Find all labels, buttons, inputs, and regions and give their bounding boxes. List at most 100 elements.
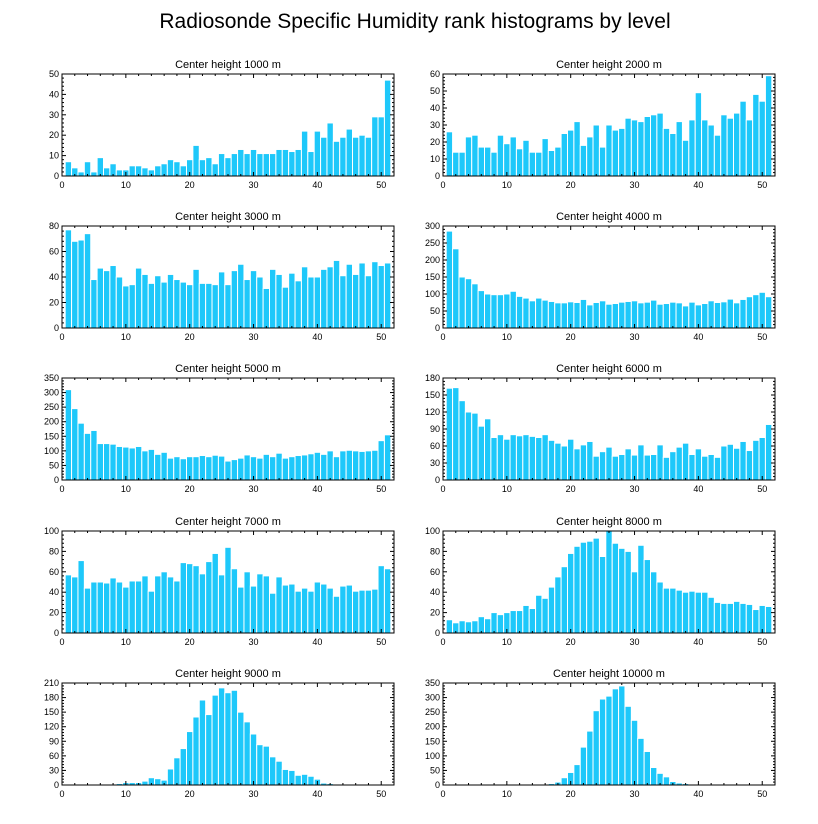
histogram-bar [352, 273, 360, 329]
y-tick-label: 200 [425, 255, 440, 265]
histogram-bar [71, 576, 79, 634]
histogram-bar [269, 456, 277, 481]
y-tick-label: 50 [430, 765, 440, 775]
histogram-bar [269, 592, 277, 634]
y-tick-label: 300 [425, 221, 440, 231]
histogram-bar [77, 560, 85, 634]
histogram-bar [332, 595, 341, 634]
y-tick-label: 150 [425, 272, 440, 282]
histogram-bar [484, 618, 492, 634]
histogram-panel: Center height 8000 m 0 20 40 60 80 100 0 10 20 30 4… [425, 516, 776, 647]
histogram-bar [186, 284, 194, 329]
histogram-bar [688, 590, 696, 634]
histogram-bar [560, 445, 568, 481]
histogram-bar [147, 448, 156, 481]
histogram-bar [345, 449, 354, 481]
histogram-bar [377, 265, 385, 329]
histogram-bar [477, 425, 486, 481]
y-tick-label: 40 [49, 587, 59, 597]
x-tick-label: 10 [121, 332, 131, 342]
histogram-bar [90, 279, 98, 329]
y-tick-label: 250 [425, 238, 440, 248]
histogram-bar [618, 301, 626, 329]
y-tick-label: 0 [54, 323, 59, 333]
histogram-bar [739, 100, 747, 177]
histogram-bar [173, 456, 181, 481]
histogram-bar [103, 443, 111, 481]
histogram-bar [83, 432, 92, 481]
histogram-bar [134, 445, 143, 481]
histogram-bar [554, 302, 562, 329]
y-tick-label: 150 [44, 431, 59, 441]
histogram-bar [458, 400, 466, 481]
histogram-bar [192, 565, 200, 634]
histogram-bar [262, 575, 271, 634]
histogram-bar [358, 589, 366, 634]
x-tick-label: 20 [566, 180, 576, 190]
x-tick-label: 50 [376, 637, 386, 647]
histogram-bar [688, 119, 696, 177]
histogram-bar [605, 695, 613, 786]
histogram-bar [656, 581, 664, 634]
histogram-bar [547, 586, 556, 634]
x-tick-label: 10 [121, 789, 131, 799]
histogram-bar [464, 136, 473, 177]
histogram-bar [592, 710, 600, 786]
histogram-bar [198, 159, 207, 177]
y-tick-label: 60 [49, 567, 59, 577]
histogram-bar [675, 589, 683, 634]
y-tick-label: 100 [425, 289, 440, 299]
histogram-bar [288, 456, 296, 481]
histogram-bar [160, 281, 168, 329]
histogram-bar [662, 776, 671, 786]
histogram-bar [650, 114, 658, 177]
histogram-bar [752, 294, 760, 329]
y-tick-label: 50 [49, 460, 59, 470]
y-tick-label: 40 [49, 89, 59, 99]
panel-title: Center height 6000 m [556, 363, 662, 375]
y-tick-label: 150 [425, 390, 440, 400]
histogram-bar [592, 302, 600, 329]
histogram-bar [662, 587, 671, 634]
histogram-bar [160, 571, 168, 634]
histogram-bar [371, 588, 379, 634]
x-tick-label: 0 [440, 637, 445, 647]
histogram-bar [275, 452, 283, 481]
histogram-bar [656, 112, 664, 177]
x-tick-label: 10 [502, 180, 512, 190]
histogram-bar [198, 282, 207, 329]
histogram-bar [694, 448, 703, 481]
y-tick-label: 350 [44, 373, 59, 383]
histogram-bar [541, 597, 549, 634]
y-tick-label: 200 [425, 722, 440, 732]
x-tick-label: 0 [59, 332, 64, 342]
panel-title: Center height 1000 m [175, 59, 281, 71]
x-tick-label: 10 [502, 789, 512, 799]
histogram-bar [237, 263, 245, 329]
histogram-bar [535, 594, 543, 634]
histogram-bar [320, 453, 328, 481]
x-tick-label: 50 [757, 180, 767, 190]
histogram-bar [160, 451, 168, 481]
y-tick-label: 150 [425, 736, 440, 746]
histogram-bar [694, 92, 703, 177]
y-tick-label: 60 [430, 441, 440, 451]
histogram-bar [243, 153, 251, 177]
histogram-bar [326, 450, 334, 481]
x-tick-label: 0 [59, 180, 64, 190]
y-tick-label: 0 [435, 171, 440, 181]
histogram-bar [371, 261, 379, 329]
histogram-panel: Center height 9000 m 0 30 60 90 120 150 180 210 0… [44, 668, 395, 799]
histogram-bar [224, 157, 232, 177]
histogram-bar [503, 438, 511, 481]
histogram-bar [669, 451, 677, 481]
histogram-bar [115, 276, 124, 329]
histogram-bar [128, 580, 136, 634]
histogram-bar [618, 127, 626, 177]
histogram-bar [522, 434, 530, 481]
histogram-bar [643, 559, 651, 634]
x-tick-label: 0 [440, 484, 445, 494]
histogram-bar [662, 127, 671, 177]
y-tick-label: 100 [425, 526, 440, 536]
